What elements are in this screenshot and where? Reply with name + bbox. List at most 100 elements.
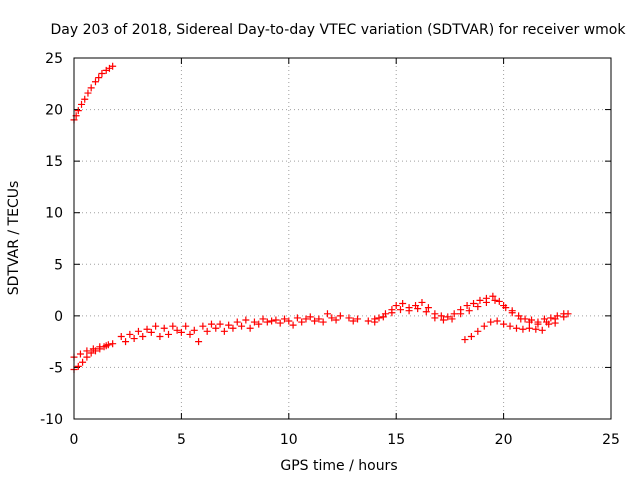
data-point: [463, 302, 471, 310]
data-point: [177, 328, 185, 336]
data-point: [538, 326, 546, 334]
data-point: [160, 324, 168, 332]
data-point: [448, 315, 456, 323]
data-point: [328, 314, 336, 322]
data-point: [169, 322, 177, 330]
data-point: [315, 315, 323, 323]
data-point: [450, 310, 458, 318]
data-point: [379, 313, 387, 321]
data-point: [437, 312, 445, 320]
data-point: [564, 310, 572, 318]
axis-ticks: [73, 57, 612, 420]
data-point: [512, 324, 520, 332]
data-point: [152, 322, 160, 330]
data-point: [238, 322, 246, 330]
data-point: [272, 316, 280, 324]
data-point: [216, 320, 224, 328]
data-point: [298, 318, 306, 326]
x-axis-tick-labels: 0 5 10 15 20 25: [70, 432, 620, 448]
data-point: [156, 332, 164, 340]
data-point: [250, 318, 258, 326]
series-main-track: [117, 292, 572, 346]
data-point: [89, 345, 97, 353]
data-point: [480, 322, 488, 330]
data-point: [405, 307, 413, 315]
data-point: [517, 315, 525, 323]
data-point: [117, 332, 125, 340]
data-point: [392, 302, 400, 310]
data-point: [122, 338, 130, 346]
data-point: [306, 313, 314, 321]
data-point: [345, 314, 353, 322]
data-point: [134, 327, 142, 335]
y-tick-label: 10: [45, 206, 63, 222]
data-point: [302, 315, 310, 323]
y-tick-label: 25: [45, 51, 63, 67]
data-point: [525, 324, 533, 332]
data-point: [465, 307, 473, 315]
data-point: [285, 317, 293, 325]
data-point: [560, 313, 568, 321]
data-point: [74, 362, 82, 370]
data-point: [444, 313, 452, 321]
grid-lines: [74, 58, 611, 419]
data-point: [165, 330, 173, 338]
data-point: [532, 325, 540, 333]
data-point: [487, 318, 495, 326]
x-tick-label: 0: [70, 432, 79, 448]
data-point: [422, 308, 430, 316]
data-point: [130, 335, 138, 343]
data-point: [233, 318, 241, 326]
data-point: [551, 319, 559, 327]
x-tick-label: 5: [177, 432, 186, 448]
data-point: [143, 325, 151, 333]
data-point: [79, 358, 87, 366]
y-axis-tick-labels: -10 -5 0 5 10 15 20 25: [40, 51, 63, 428]
data-point: [96, 343, 104, 351]
data-point: [91, 78, 99, 86]
data-point: [547, 314, 555, 322]
y-tick-label: 0: [54, 309, 63, 325]
data-point: [259, 315, 267, 323]
data-point: [98, 69, 106, 77]
data-point: [186, 330, 194, 338]
data-point: [319, 318, 327, 326]
data-point: [457, 310, 465, 318]
data-point: [431, 314, 439, 322]
data-point: [203, 327, 211, 335]
data-point: [388, 309, 396, 317]
data-point: [461, 336, 469, 344]
data-points: [70, 62, 572, 373]
data-point: [418, 298, 426, 306]
data-point: [81, 95, 89, 103]
series-early-low: [70, 340, 117, 373]
data-point: [474, 327, 482, 335]
data-point: [220, 327, 228, 335]
data-point: [349, 317, 357, 325]
data-point: [534, 320, 542, 328]
data-point: [474, 303, 482, 311]
data-point: [83, 347, 91, 355]
chart-title: Day 203 of 2018, Sidereal Day-to-day VTE…: [51, 22, 627, 38]
series-early-high: [70, 62, 117, 124]
data-point: [371, 315, 379, 323]
data-point: [470, 299, 478, 307]
data-point: [255, 320, 263, 328]
data-point: [491, 296, 499, 304]
data-point: [493, 317, 501, 325]
data-point: [281, 315, 289, 323]
data-point: [87, 84, 95, 92]
x-tick-label: 15: [387, 432, 405, 448]
data-point: [242, 316, 250, 324]
x-tick-label: 10: [280, 432, 298, 448]
data-point: [489, 292, 497, 300]
data-point: [225, 321, 233, 329]
y-axis-title: SDTVAR / TECUs: [6, 181, 22, 296]
data-point: [508, 307, 516, 315]
data-point: [332, 316, 340, 324]
data-point: [276, 319, 284, 327]
y-tick-label: 5: [54, 257, 63, 273]
data-point: [207, 320, 215, 328]
data-point: [439, 316, 447, 324]
data-point: [482, 298, 490, 306]
